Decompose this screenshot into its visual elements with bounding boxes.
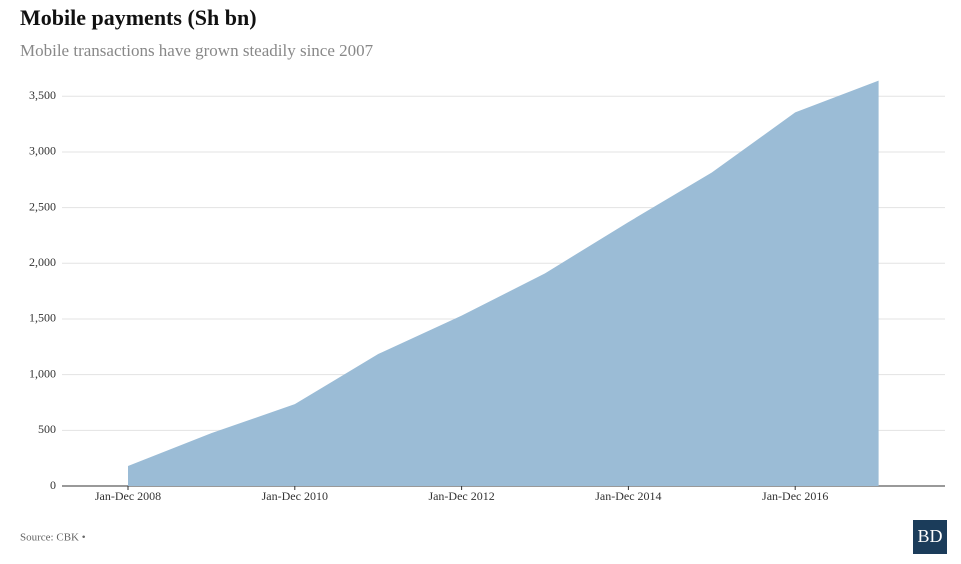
x-tick-label: Jan-Dec 2014 — [595, 489, 661, 503]
y-tick-label: 1,500 — [29, 311, 56, 325]
source: Source: CBK • — [20, 532, 86, 544]
x-tick-label: Jan-Dec 2010 — [262, 489, 328, 503]
y-tick-label: 2,500 — [29, 199, 56, 213]
y-tick-label: 0 — [50, 478, 56, 492]
y-tick-label: 3,000 — [29, 144, 56, 158]
logo: BD — [917, 526, 942, 546]
chart-subtitle: Mobile transactions have grown steadily … — [20, 41, 374, 60]
y-tick-label: 2,000 — [29, 255, 56, 269]
chart-title: Mobile payments (Sh bn) — [20, 5, 257, 30]
y-tick-label: 500 — [38, 422, 56, 436]
logo-box — [913, 520, 947, 554]
area — [128, 80, 879, 486]
x-tick-label: Jan-Dec 2016 — [762, 489, 828, 503]
y-tick-label: 1,000 — [29, 366, 56, 380]
y-tick-label: 3,500 — [29, 88, 56, 102]
x-tick-label: Jan-Dec 2008 — [95, 489, 161, 503]
x-tick-label: Jan-Dec 2012 — [428, 489, 494, 503]
